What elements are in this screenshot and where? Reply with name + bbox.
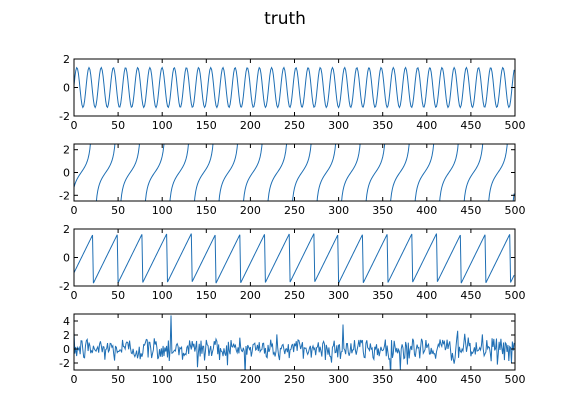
axes-frame-4 xyxy=(73,313,516,371)
x-tick-label: 450 xyxy=(460,204,481,217)
y-tick-label: 2 xyxy=(63,144,70,157)
y-tick-label: -2 xyxy=(59,280,70,293)
x-tick-label: 300 xyxy=(328,289,349,302)
x-tick-label: 250 xyxy=(284,289,305,302)
x-tick-label: 500 xyxy=(505,373,526,386)
x-tick-label: 200 xyxy=(240,289,261,302)
x-tick-label: 350 xyxy=(372,289,393,302)
x-tick-label: 0 xyxy=(71,204,78,217)
x-tick-label: 50 xyxy=(111,119,125,132)
x-tick-label: 250 xyxy=(284,204,305,217)
x-tick-label: 200 xyxy=(240,119,261,132)
x-tick-label: 250 xyxy=(284,373,305,386)
x-tick-label: 200 xyxy=(240,373,261,386)
series-line-3-1 xyxy=(74,233,515,284)
x-tick-label: 450 xyxy=(460,373,481,386)
x-tick-label: 0 xyxy=(71,289,78,302)
x-tick-label: 100 xyxy=(152,204,173,217)
x-tick-label: 100 xyxy=(152,373,173,386)
series-line-4-1 xyxy=(74,315,515,370)
x-tick-label: 150 xyxy=(196,204,217,217)
x-tick-label: 200 xyxy=(240,204,261,217)
x-tick-label: 50 xyxy=(111,373,125,386)
y-tick-label: -2 xyxy=(59,189,70,202)
y-tick-label: -2 xyxy=(59,110,70,123)
y-tick-label: 2 xyxy=(63,53,70,66)
y-tick-label: -2 xyxy=(59,357,70,370)
x-tick-label: 50 xyxy=(111,289,125,302)
x-tick-label: 400 xyxy=(416,119,437,132)
y-tick-label: 0 xyxy=(63,82,70,95)
axes-frame-1 xyxy=(73,58,516,117)
x-tick-label: 400 xyxy=(416,204,437,217)
subplot-2: 0 50 100 150 200 250 300 350 400 450 500-202 xyxy=(59,143,526,217)
y-tick-label: 2 xyxy=(63,329,70,342)
y-tick-label: 2 xyxy=(63,223,70,236)
x-tick-label: 500 xyxy=(505,119,526,132)
x-tick-label: 100 xyxy=(152,289,173,302)
x-tick-label: 0 xyxy=(71,373,78,386)
x-tick-label: 500 xyxy=(505,289,526,302)
x-tick-label: 50 xyxy=(111,204,125,217)
x-tick-label: 300 xyxy=(328,119,349,132)
x-tick-label: 450 xyxy=(460,119,481,132)
x-tick-label: 450 xyxy=(460,289,481,302)
subplot-3: 0 50 100 150 200 250 300 350 400 450 500-202 xyxy=(59,223,525,302)
x-tick-label: 350 xyxy=(372,119,393,132)
y-tick-label: 4 xyxy=(63,315,70,328)
x-tick-label: 150 xyxy=(196,289,217,302)
x-tick-label: 150 xyxy=(196,373,217,386)
x-tick-label: 350 xyxy=(372,373,393,386)
x-tick-label: 300 xyxy=(328,204,349,217)
x-tick-label: 400 xyxy=(416,373,437,386)
x-tick-label: 500 xyxy=(505,204,526,217)
figure-title: truth xyxy=(264,9,306,29)
x-tick-label: 250 xyxy=(284,119,305,132)
series-line-2-1 xyxy=(74,144,515,201)
x-tick-label: 100 xyxy=(152,119,173,132)
subplot-1: 0 50 100 150 200 250 300 350 400 450 500-202 xyxy=(59,53,525,132)
y-tick-label: 0 xyxy=(63,252,70,265)
y-tick-label: 0 xyxy=(63,343,70,356)
x-tick-label: 150 xyxy=(196,119,217,132)
x-tick-label: 350 xyxy=(372,204,393,217)
y-tick-label: 0 xyxy=(63,167,70,180)
x-tick-label: 400 xyxy=(416,289,437,302)
x-tick-label: 300 xyxy=(328,373,349,386)
series-line-1-1 xyxy=(74,66,515,109)
x-tick-label: 0 xyxy=(71,119,78,132)
